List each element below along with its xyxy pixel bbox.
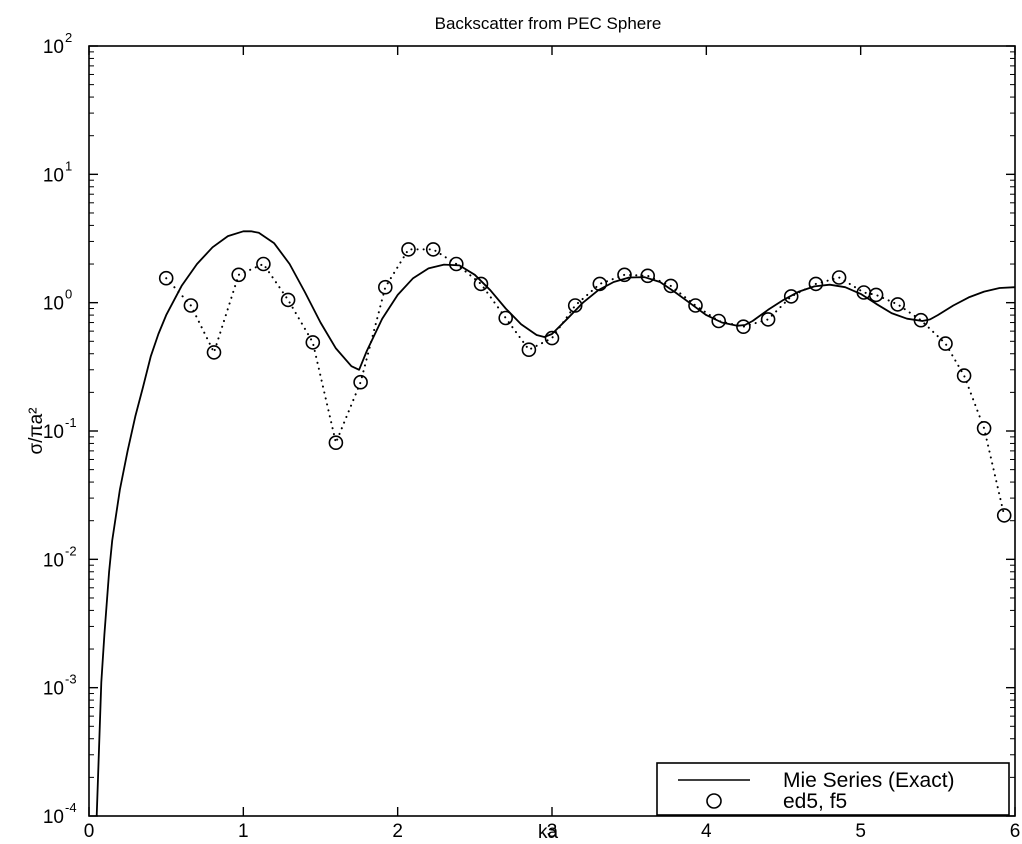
ed5-data-point xyxy=(617,267,632,283)
series-layer xyxy=(95,230,1016,817)
ed5-data-point xyxy=(256,256,271,272)
ed5-data-point xyxy=(183,298,199,313)
ed5-data-point xyxy=(377,279,393,295)
ed5-data-point xyxy=(760,312,776,327)
y-tick-exponent: 2 xyxy=(65,30,72,45)
ed5-data-point xyxy=(688,298,703,313)
y-axis-label: σ/πa² xyxy=(26,407,47,454)
ed5-data-point xyxy=(711,313,727,329)
ed5-data-point xyxy=(328,435,344,451)
ed5-data-point xyxy=(938,336,953,351)
ed5-data-point xyxy=(736,319,751,335)
x-axis-label: ka xyxy=(538,822,559,843)
ed5-data-point xyxy=(473,276,489,292)
x-tick-label: 6 xyxy=(1010,821,1021,842)
ed5-data-point xyxy=(353,374,368,390)
y-tick-label: 10 xyxy=(43,550,64,571)
ed5-data-point xyxy=(305,335,321,350)
x-tick-label: 5 xyxy=(855,821,866,842)
ed5-data-point xyxy=(231,267,246,283)
ed5-data-point xyxy=(158,270,174,286)
ed5-data-point xyxy=(498,310,514,326)
y-tick-label: 10 xyxy=(43,37,64,58)
legend-label-ed5: ed5, f5 xyxy=(783,790,847,813)
x-tick-label: 0 xyxy=(84,821,95,842)
y-tick-label: 10 xyxy=(43,165,64,186)
ed5-data-point xyxy=(544,330,560,346)
ed5-data-point xyxy=(663,278,679,294)
ticks-layer xyxy=(88,45,1016,817)
ed5-data-point xyxy=(280,292,296,308)
ed5-data-point xyxy=(831,270,847,285)
ed5-data-point xyxy=(783,289,799,304)
x-tick-label: 2 xyxy=(392,821,403,842)
legend-label-mie: Mie Series (Exact) xyxy=(783,769,955,792)
mie-series-line xyxy=(95,230,1016,817)
ed5-data-point xyxy=(890,297,906,312)
x-tick-label: 3 xyxy=(547,821,558,842)
ed5-data-point xyxy=(956,368,972,383)
y-tick-label: 10 xyxy=(43,807,64,828)
ed5-data-point xyxy=(976,420,992,436)
ed5-data-point xyxy=(808,276,824,292)
y-tick-label: 10 xyxy=(43,679,64,700)
chart-title: Backscatter from PEC Sphere xyxy=(435,14,662,33)
ed5-data-point xyxy=(913,312,929,328)
y-tick-exponent: -4 xyxy=(65,800,77,815)
ed5-data-point xyxy=(567,298,583,313)
ed5-data-point xyxy=(640,268,656,284)
y-tick-exponent: -1 xyxy=(65,415,77,430)
x-tick-label: 1 xyxy=(238,821,249,842)
ed5-data-point xyxy=(868,287,884,303)
ed5-data-point xyxy=(448,256,464,272)
y-tick-exponent: 0 xyxy=(65,287,72,302)
legend-circle-sample xyxy=(706,793,722,809)
ed5-data-point xyxy=(996,508,1012,523)
ed5-data-point xyxy=(206,345,222,360)
y-tick-label: 10 xyxy=(43,294,64,315)
plot-frame xyxy=(88,45,1016,817)
y-tick-label: 10 xyxy=(43,422,64,443)
ed5-data-point xyxy=(401,242,416,257)
ed5-data-point xyxy=(592,276,608,292)
y-tick-exponent: -2 xyxy=(65,543,77,558)
ed5-data-point xyxy=(425,242,441,257)
x-tick-label: 4 xyxy=(701,821,712,842)
ed5-data-point xyxy=(521,342,537,358)
y-tick-exponent: 1 xyxy=(65,158,72,173)
legend-box xyxy=(656,762,1010,816)
legend: Mie Series (Exact) ed5, f5 xyxy=(656,762,1010,816)
y-tick-exponent: -3 xyxy=(65,672,77,687)
x-tick-labels: 0 1 2 3 4 5 6 xyxy=(84,821,1021,842)
